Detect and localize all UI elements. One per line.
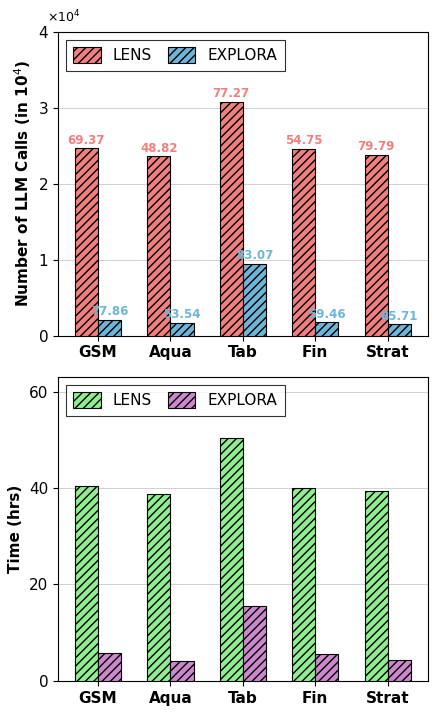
- Text: $\times10^4$: $\times10^4$: [47, 9, 80, 25]
- Text: 77.86: 77.86: [91, 306, 128, 318]
- Text: 54.75: 54.75: [285, 134, 322, 147]
- Text: 53.54: 53.54: [163, 308, 201, 321]
- Bar: [75, 148, 98, 336]
- Bar: [170, 323, 194, 336]
- Text: 85.71: 85.71: [381, 310, 418, 323]
- Bar: [98, 653, 121, 681]
- Bar: [292, 488, 315, 681]
- Text: 79.79: 79.79: [358, 141, 395, 154]
- Text: 69.37: 69.37: [68, 134, 105, 146]
- Bar: [315, 654, 338, 681]
- Y-axis label: Number of LLM Calls (in 10$^4$): Number of LLM Calls (in 10$^4$): [12, 61, 33, 307]
- Bar: [243, 263, 266, 336]
- Y-axis label: Time (hrs): Time (hrs): [8, 485, 24, 573]
- Bar: [170, 661, 194, 681]
- Bar: [220, 438, 243, 681]
- Text: 83.07: 83.07: [236, 249, 273, 262]
- Bar: [147, 494, 170, 681]
- Bar: [75, 486, 98, 681]
- Text: 77.27: 77.27: [213, 87, 250, 100]
- Legend: LENS, EXPLORA: LENS, EXPLORA: [66, 385, 285, 416]
- Bar: [364, 155, 388, 336]
- Text: 48.82: 48.82: [140, 142, 177, 155]
- Legend: LENS, EXPLORA: LENS, EXPLORA: [66, 39, 285, 71]
- Bar: [388, 660, 411, 681]
- Bar: [315, 322, 338, 336]
- Text: 59.46: 59.46: [308, 308, 346, 321]
- Bar: [243, 606, 266, 681]
- Bar: [292, 149, 315, 336]
- Bar: [364, 491, 388, 681]
- Bar: [220, 102, 243, 336]
- Bar: [147, 156, 170, 336]
- Bar: [98, 320, 121, 336]
- Bar: [388, 324, 411, 336]
